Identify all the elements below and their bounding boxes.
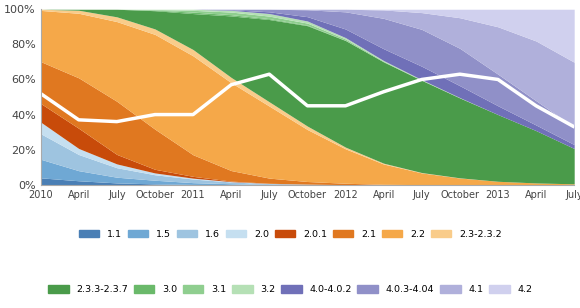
Legend: 1.1, 1.5, 1.6, 2.0, 2.0.1, 2.1, 2.2, 2.3-2.3.2: 1.1, 1.5, 1.6, 2.0, 2.0.1, 2.1, 2.2, 2.3… <box>78 229 502 239</box>
Legend: 2.3.3-2.3.7, 3.0, 3.1, 3.2, 4.0-4.0.2, 4.0.3-4.04, 4.1, 4.2: 2.3.3-2.3.7, 3.0, 3.1, 3.2, 4.0-4.0.2, 4… <box>48 285 532 294</box>
